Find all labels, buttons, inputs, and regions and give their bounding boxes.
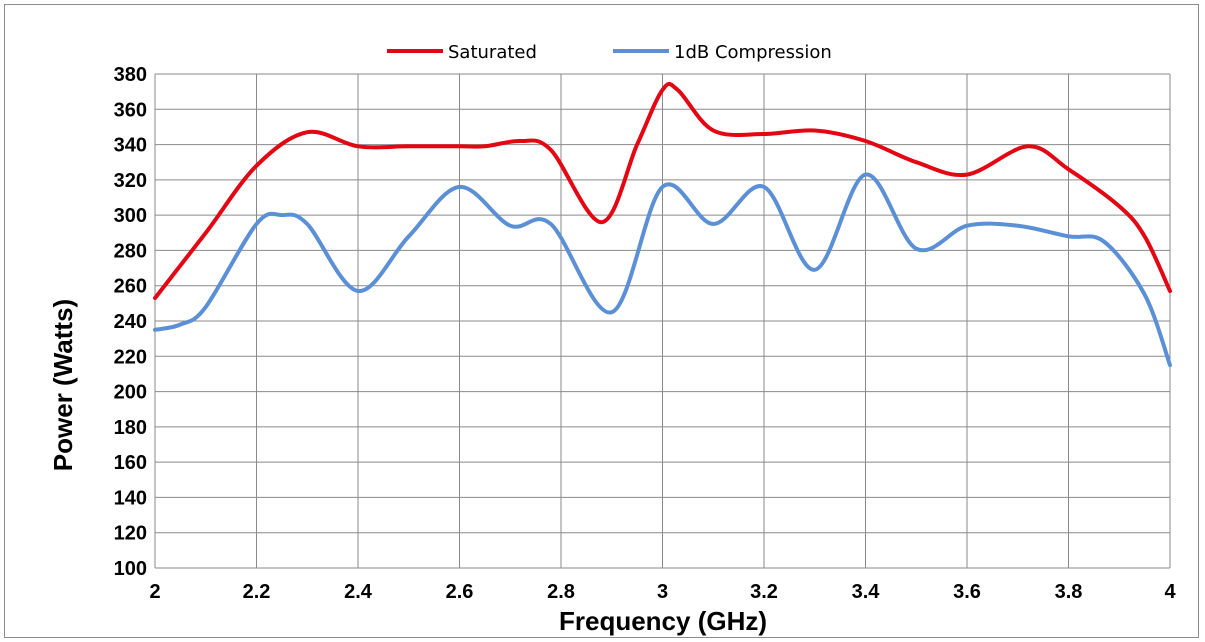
x-tick-label: 4	[1164, 581, 1176, 603]
x-tick-label: 3.6	[953, 581, 981, 603]
x-tick-label: 2.2	[243, 581, 271, 603]
x-tick-label: 2.4	[344, 581, 373, 603]
y-tick-label: 280	[114, 240, 147, 262]
y-tick-label: 340	[114, 135, 147, 157]
x-tick-label: 2.8	[547, 581, 575, 603]
y-tick-label: 360	[114, 99, 147, 121]
y-axis-title: Power (Watts)	[48, 299, 78, 471]
y-tick-label: 100	[114, 558, 147, 580]
series-line-saturated	[153, 81, 1172, 301]
series-lines	[153, 81, 1172, 368]
x-tick-label: 3.2	[750, 581, 778, 603]
y-tick-label: 120	[114, 523, 147, 545]
tick-labels: 100 120 140 160 180 200 220 240 260 280 300 320 340 3…	[114, 64, 1177, 603]
x-tick-label: 3	[657, 581, 668, 603]
legend-label: Saturated	[448, 42, 537, 63]
y-tick-label: 140	[114, 487, 147, 509]
x-tick-label: 2.6	[446, 581, 474, 603]
series-line-1db-compression	[153, 172, 1172, 368]
y-tick-label: 220	[114, 346, 147, 368]
y-tick-label: 320	[114, 170, 147, 192]
x-tick-label: 2	[149, 581, 160, 603]
y-tick-label: 160	[114, 452, 147, 474]
x-axis-title: Frequency (GHz)	[559, 606, 767, 636]
legend: Saturated 1dB Compression	[387, 42, 832, 63]
x-tick-label: 3.4	[852, 581, 881, 603]
y-tick-label: 260	[114, 276, 147, 298]
y-tick-label: 200	[114, 382, 147, 404]
y-tick-label: 180	[114, 417, 147, 439]
y-tick-label: 380	[114, 64, 147, 86]
y-tick-label: 240	[114, 311, 147, 333]
x-tick-label: 3.8	[1055, 581, 1083, 603]
legend-label: 1dB Compression	[674, 42, 832, 63]
y-tick-label: 300	[114, 205, 147, 227]
